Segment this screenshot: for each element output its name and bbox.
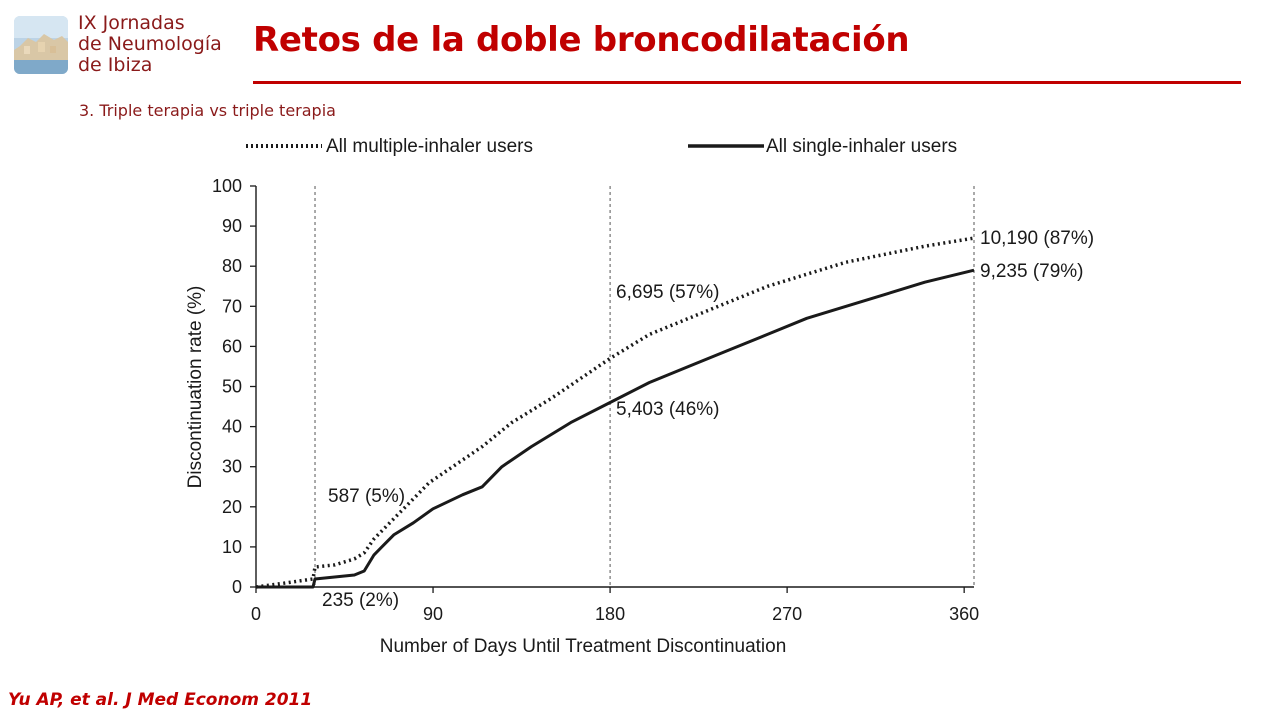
series-line-multiple-inhaler	[255, 236, 975, 589]
annotation-multiple-day30: 587 (5%)	[328, 486, 405, 507]
series-line-single-inhaler	[256, 268, 975, 589]
conference-name-line-3: de Ibiza	[78, 54, 153, 76]
annotation-single-day30: 235 (2%)	[322, 590, 399, 611]
y-tick-label: 70	[222, 296, 242, 316]
citation: Yu AP, et al. J Med Econom 2011	[8, 690, 313, 710]
conference-name-line-1: IX Jornadas	[78, 12, 185, 34]
annotation-multiple-day180: 6,695 (57%)	[616, 282, 720, 303]
y-tick-label: 50	[222, 377, 242, 397]
annotation-single-day365: 9,235 (79%)	[980, 261, 1084, 282]
y-tick-label: 90	[222, 216, 242, 236]
slide-subtitle: 3. Triple terapia vs triple terapia	[79, 101, 336, 120]
x-tick-label: 0	[251, 604, 261, 624]
y-tick-label: 0	[232, 577, 242, 597]
legend-label-multiple-inhaler: All multiple-inhaler users	[326, 136, 533, 157]
chart-legend: All multiple-inhaler users All single-in…	[246, 136, 957, 157]
conference-name: IX Jornadas de Neumología de Ibiza	[78, 13, 222, 76]
slide-title: Retos de la doble broncodilatación	[253, 20, 910, 60]
y-tick-label: 60	[222, 336, 242, 356]
x-axis-title: Number of Days Until Treatment Discontin…	[380, 636, 787, 657]
y-tick-label: 20	[222, 497, 242, 517]
y-axis-title: Discontinuation rate (%)	[185, 286, 206, 489]
title-divider	[253, 81, 1241, 84]
x-tick-label: 180	[595, 604, 625, 624]
legend-label-single-inhaler: All single-inhaler users	[766, 136, 957, 157]
y-tick-label: 10	[222, 537, 242, 557]
annotation-single-day180: 5,403 (46%)	[616, 399, 720, 420]
y-tick-label: 40	[222, 417, 242, 437]
x-tick-label: 360	[949, 604, 979, 624]
annotation-multiple-day365: 10,190 (87%)	[980, 228, 1094, 249]
y-tick-label: 100	[212, 176, 242, 196]
y-tick-label: 30	[222, 457, 242, 477]
conference-logo	[14, 16, 68, 74]
y-tick-label: 80	[222, 256, 242, 276]
conference-name-line-2: de Neumología	[78, 33, 222, 55]
x-tick-label: 90	[423, 604, 443, 624]
x-tick-label: 270	[772, 604, 802, 624]
